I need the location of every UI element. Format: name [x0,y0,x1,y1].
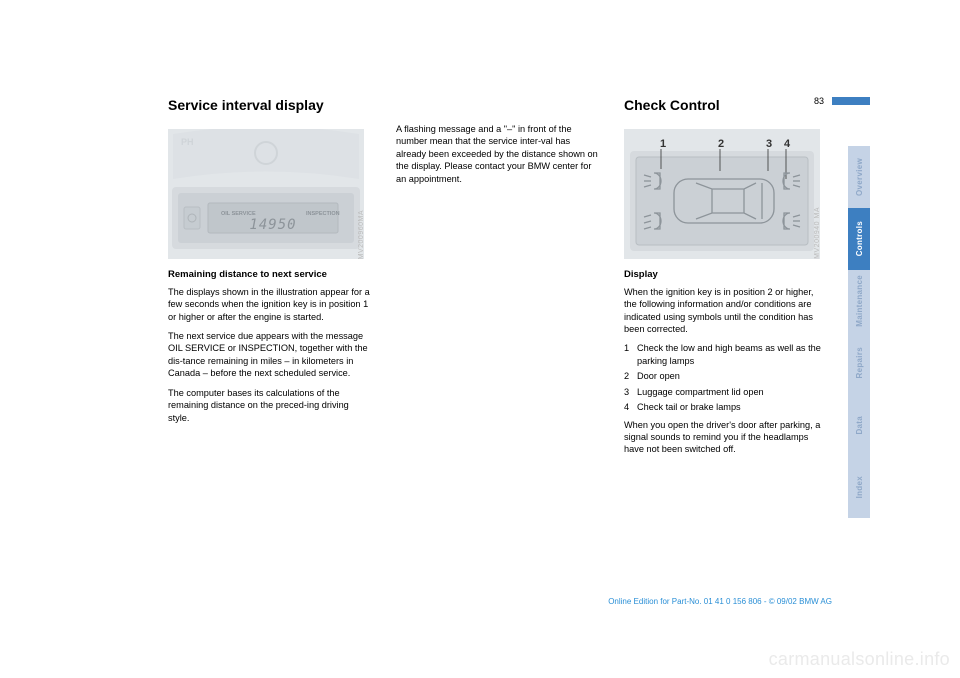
tab-maintenance[interactable]: Maintenance [848,270,870,332]
content-columns: Service interval display PH OIL SERVICE … [168,96,870,463]
page-bar [832,97,870,105]
illustration-check-control: 1 2 3 4 [624,129,820,259]
list-item: 2Door open [624,370,828,382]
svg-text:PH: PH [181,137,194,147]
callout-3: 3 [766,138,772,150]
lcd-label-right: INSPECTION [306,211,340,217]
list-item: 1Check the low and high beams as well as… [624,342,828,367]
left-p1: The displays shown in the illustration a… [168,286,372,323]
footer-text: Online Edition for Part-No. 01 41 0 156 … [608,597,832,606]
right-p1: When the ignition key is in position 2 o… [624,286,828,336]
page-container: 83 Service interval display PH OIL SERVI [168,96,870,606]
callout-4: 4 [784,138,791,150]
lcd-value: 14950 [249,217,296,233]
right-title: Check Control [624,96,828,115]
left-title: Service interval display [168,96,372,115]
page-number: 83 [814,96,824,106]
list-item: 4Check tail or brake lamps [624,401,828,413]
image-code-1: MV200960MA [357,210,366,259]
side-tabs: Overview Controls Maintenance Repairs Da… [848,146,870,518]
image-code-2: MV200940 MA [813,207,822,259]
left-p2: The next service due appears with the me… [168,330,372,380]
column-middle: A flashing message and a "–" in front of… [396,96,600,463]
column-right: Check Control 1 2 3 4 [624,96,828,463]
tab-repairs[interactable]: Repairs [848,332,870,394]
watermark: carmanualsonline.info [769,649,950,670]
callout-1: 1 [660,138,666,150]
illustration-service-interval: PH OIL SERVICE INSPECTION 14950 MV200960… [168,129,364,259]
tab-overview[interactable]: Overview [848,146,870,208]
left-subtitle: Remaining distance to next service [168,269,372,282]
tab-data[interactable]: Data [848,394,870,456]
left-p3: The computer bases its calculations of t… [168,387,372,424]
tab-index[interactable]: Index [848,456,870,518]
list-item: 3Luggage compartment lid open [624,386,828,398]
column-left: Service interval display PH OIL SERVICE … [168,96,372,463]
middle-p1: A flashing message and a "–" in front of… [396,123,600,185]
tab-controls[interactable]: Controls [848,208,870,270]
right-subtitle: Display [624,269,828,282]
right-p2: When you open the driver's door after pa… [624,419,828,456]
callout-2: 2 [718,138,724,150]
